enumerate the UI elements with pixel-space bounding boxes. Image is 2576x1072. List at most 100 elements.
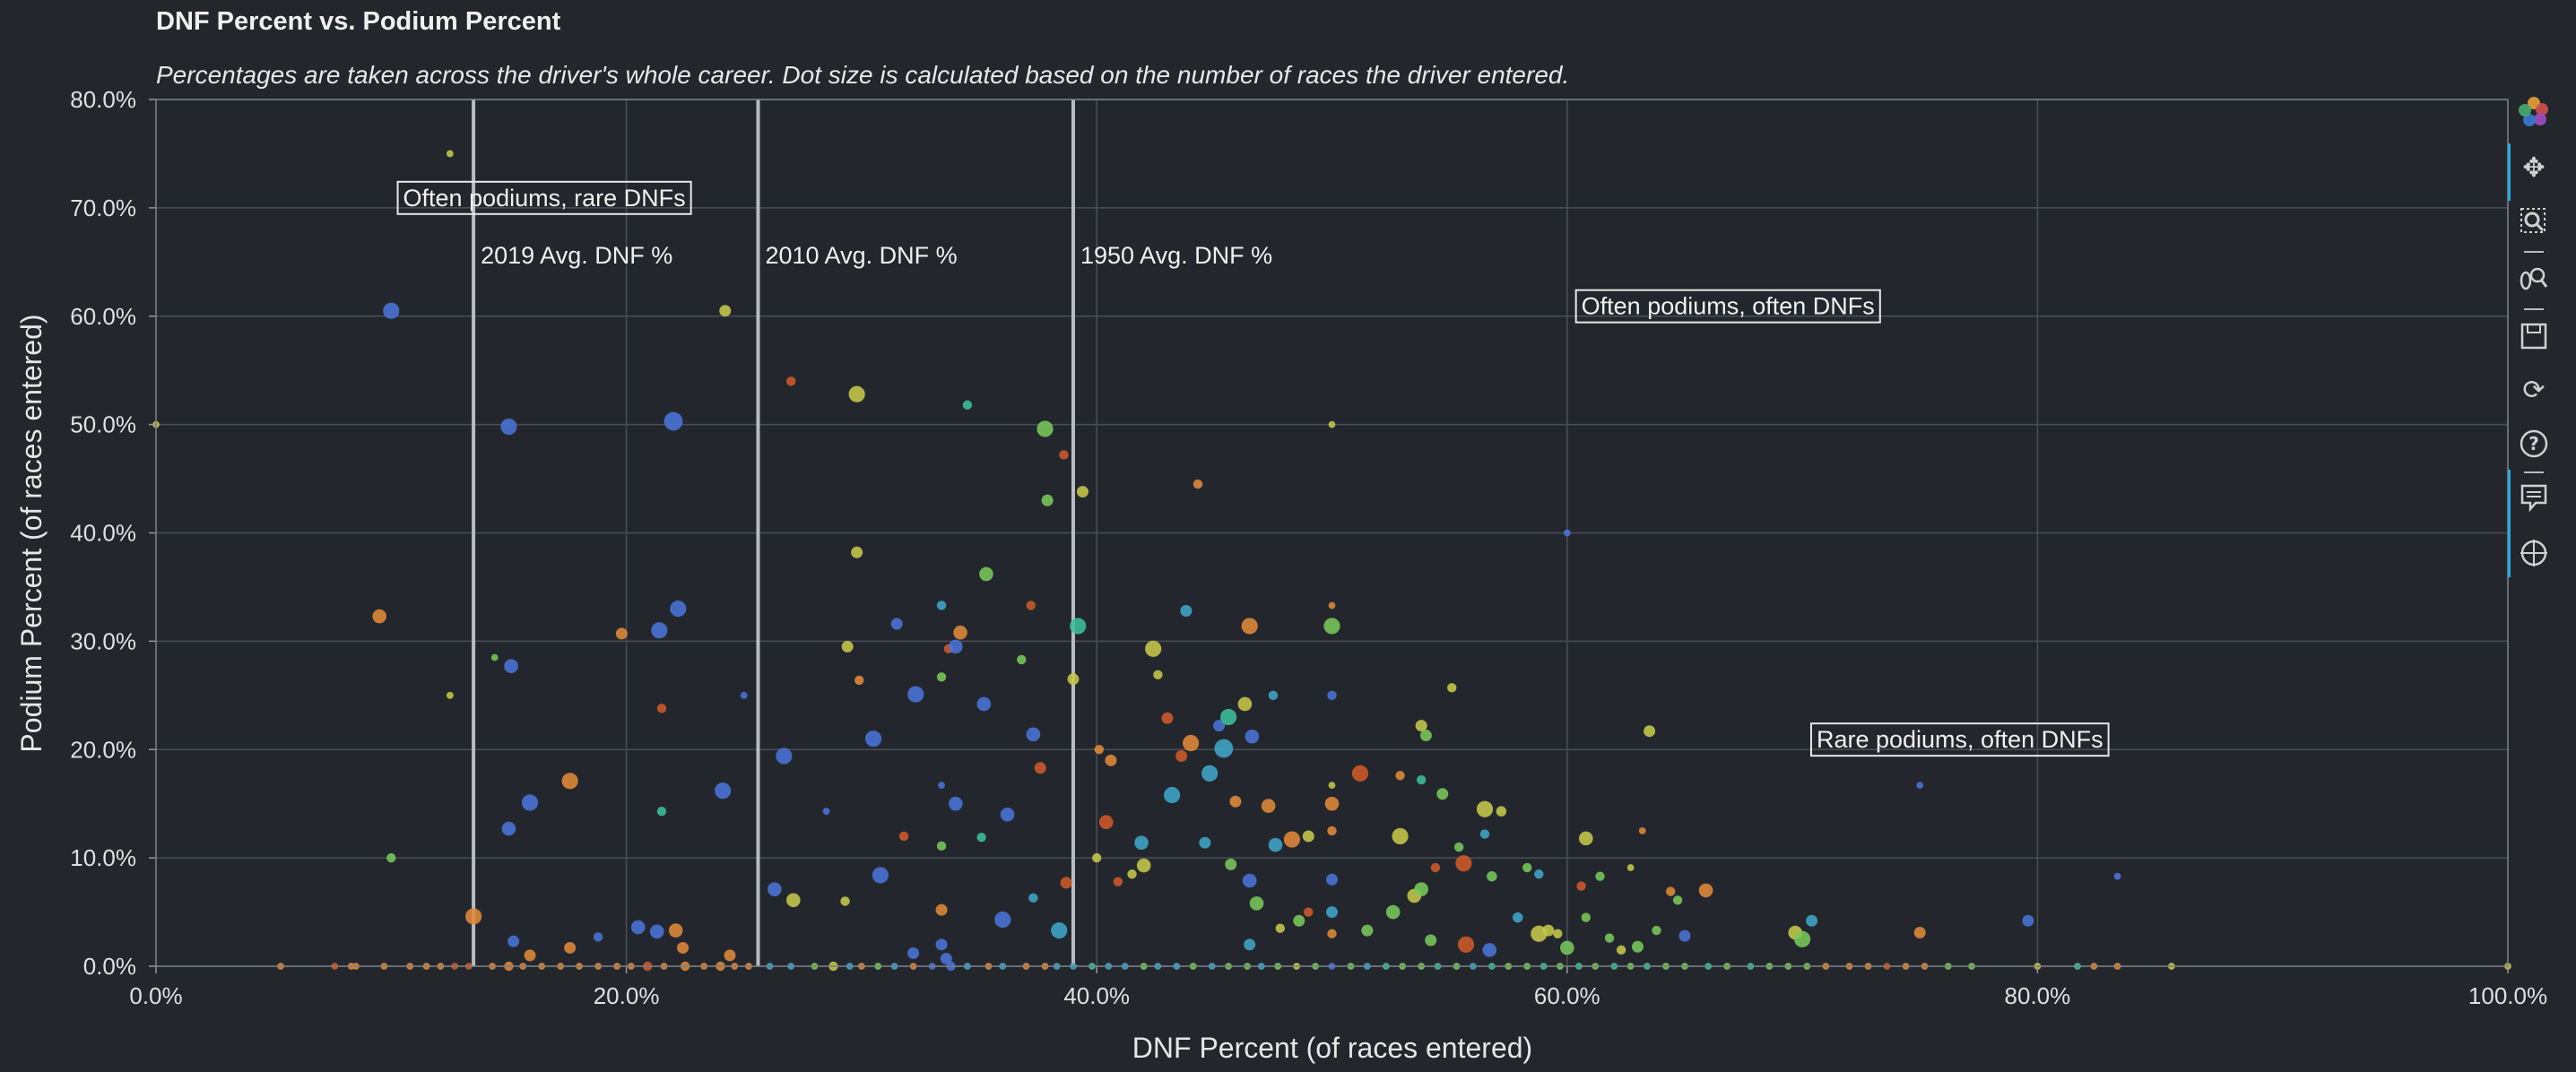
data-point[interactable] [615,627,628,640]
data-point[interactable] [1604,933,1615,943]
data-point[interactable] [1098,815,1114,830]
data-point[interactable] [1225,858,1237,870]
data-point[interactable] [1430,862,1441,873]
data-point[interactable] [1241,618,1258,635]
data-point[interactable] [938,782,945,790]
data-point[interactable] [446,691,454,699]
data-point[interactable] [848,385,865,402]
data-point[interactable] [1028,893,1038,903]
data-point[interactable] [1180,605,1193,618]
bokeh-logo-icon[interactable] [2515,93,2553,131]
data-point[interactable] [372,609,386,624]
data-point[interactable] [1327,826,1337,836]
data-point[interactable] [1060,877,1072,889]
data-point[interactable] [664,411,683,431]
data-point[interactable] [1496,806,1507,817]
data-point[interactable] [1229,795,1242,808]
reset-icon[interactable]: ⟳ [2522,374,2546,406]
data-point[interactable] [1652,925,1661,936]
data-point[interactable] [1161,712,1174,724]
data-point[interactable] [1631,940,1644,953]
data-point[interactable] [976,832,986,843]
data-point[interactable] [1487,870,1497,882]
data-point[interactable] [890,618,903,630]
data-point[interactable] [1026,727,1041,742]
data-point[interactable] [1327,929,1337,938]
data-point[interactable] [1293,914,1305,927]
data-point[interactable] [1324,796,1340,811]
data-point[interactable] [1136,858,1151,873]
data-point[interactable] [1482,943,1497,957]
data-point[interactable] [1385,904,1401,920]
pan-icon[interactable]: ✥ [2522,151,2546,184]
data-point[interactable] [1453,842,1464,852]
data-point[interactable] [979,566,993,582]
data-point[interactable] [1328,782,1336,790]
data-point[interactable] [854,675,864,686]
data-point[interactable] [1164,786,1181,804]
data-point[interactable] [564,941,577,954]
data-point[interactable] [1576,881,1586,891]
data-point[interactable] [1070,618,1087,635]
data-point[interactable] [1916,782,1924,790]
wheel-zoom-icon[interactable] [2515,260,2553,298]
data-point[interactable] [1326,873,1338,886]
data-point[interactable] [1553,929,1563,938]
data-point[interactable] [501,821,516,836]
data-point[interactable] [1199,836,1211,849]
data-point[interactable] [949,639,963,654]
data-point[interactable] [1563,529,1571,537]
data-point[interactable] [1392,827,1409,845]
data-point[interactable] [1261,799,1276,813]
data-point[interactable] [1017,654,1027,665]
data-point[interactable] [1327,690,1337,701]
data-point[interactable] [1328,420,1336,428]
data-point[interactable] [1193,479,1203,489]
data-point[interactable] [1113,877,1123,886]
hover-icon[interactable] [2515,479,2553,516]
data-point[interactable] [1214,739,1234,758]
data-point[interactable] [841,640,854,653]
data-point[interactable] [668,923,683,938]
data-point[interactable] [630,920,646,935]
data-point[interactable] [768,882,782,896]
data-point[interactable] [561,773,578,790]
data-point[interactable] [840,896,850,906]
data-point[interactable] [1268,690,1279,701]
data-point[interactable] [2113,872,2121,880]
data-point[interactable] [907,947,920,959]
data-point[interactable] [500,418,517,436]
data-point[interactable] [656,806,667,817]
data-point[interactable] [1328,601,1336,609]
data-point[interactable] [1000,807,1015,822]
data-point[interactable] [864,731,882,748]
data-point[interactable] [740,691,748,699]
data-point[interactable] [715,782,732,800]
data-point[interactable] [1034,762,1046,774]
data-point[interactable] [1419,730,1432,742]
data-point[interactable] [872,867,889,884]
box-zoom-icon[interactable] [2515,203,2553,240]
data-point[interactable] [524,949,536,962]
data-point[interactable] [1476,800,1494,817]
data-point[interactable] [936,601,947,610]
data-point[interactable] [1616,945,1626,955]
data-point[interactable] [1076,486,1089,498]
data-point[interactable] [851,546,863,558]
data-point[interactable] [1275,923,1285,933]
data-point[interactable] [1183,734,1200,752]
data-point[interactable] [507,935,520,947]
data-point[interactable] [822,808,830,816]
data-point[interactable] [1560,940,1574,955]
data-point[interactable] [386,852,396,863]
data-point[interactable] [1302,830,1314,843]
data-point[interactable] [1134,835,1149,851]
data-point[interactable] [1626,864,1635,871]
data-point[interactable] [1638,827,1646,834]
data-point[interactable] [1447,683,1457,693]
data-point[interactable] [1479,829,1490,839]
data-point[interactable] [907,686,924,703]
data-point[interactable] [1425,934,1437,947]
data-point[interactable] [1395,771,1405,781]
data-point[interactable] [677,941,690,954]
